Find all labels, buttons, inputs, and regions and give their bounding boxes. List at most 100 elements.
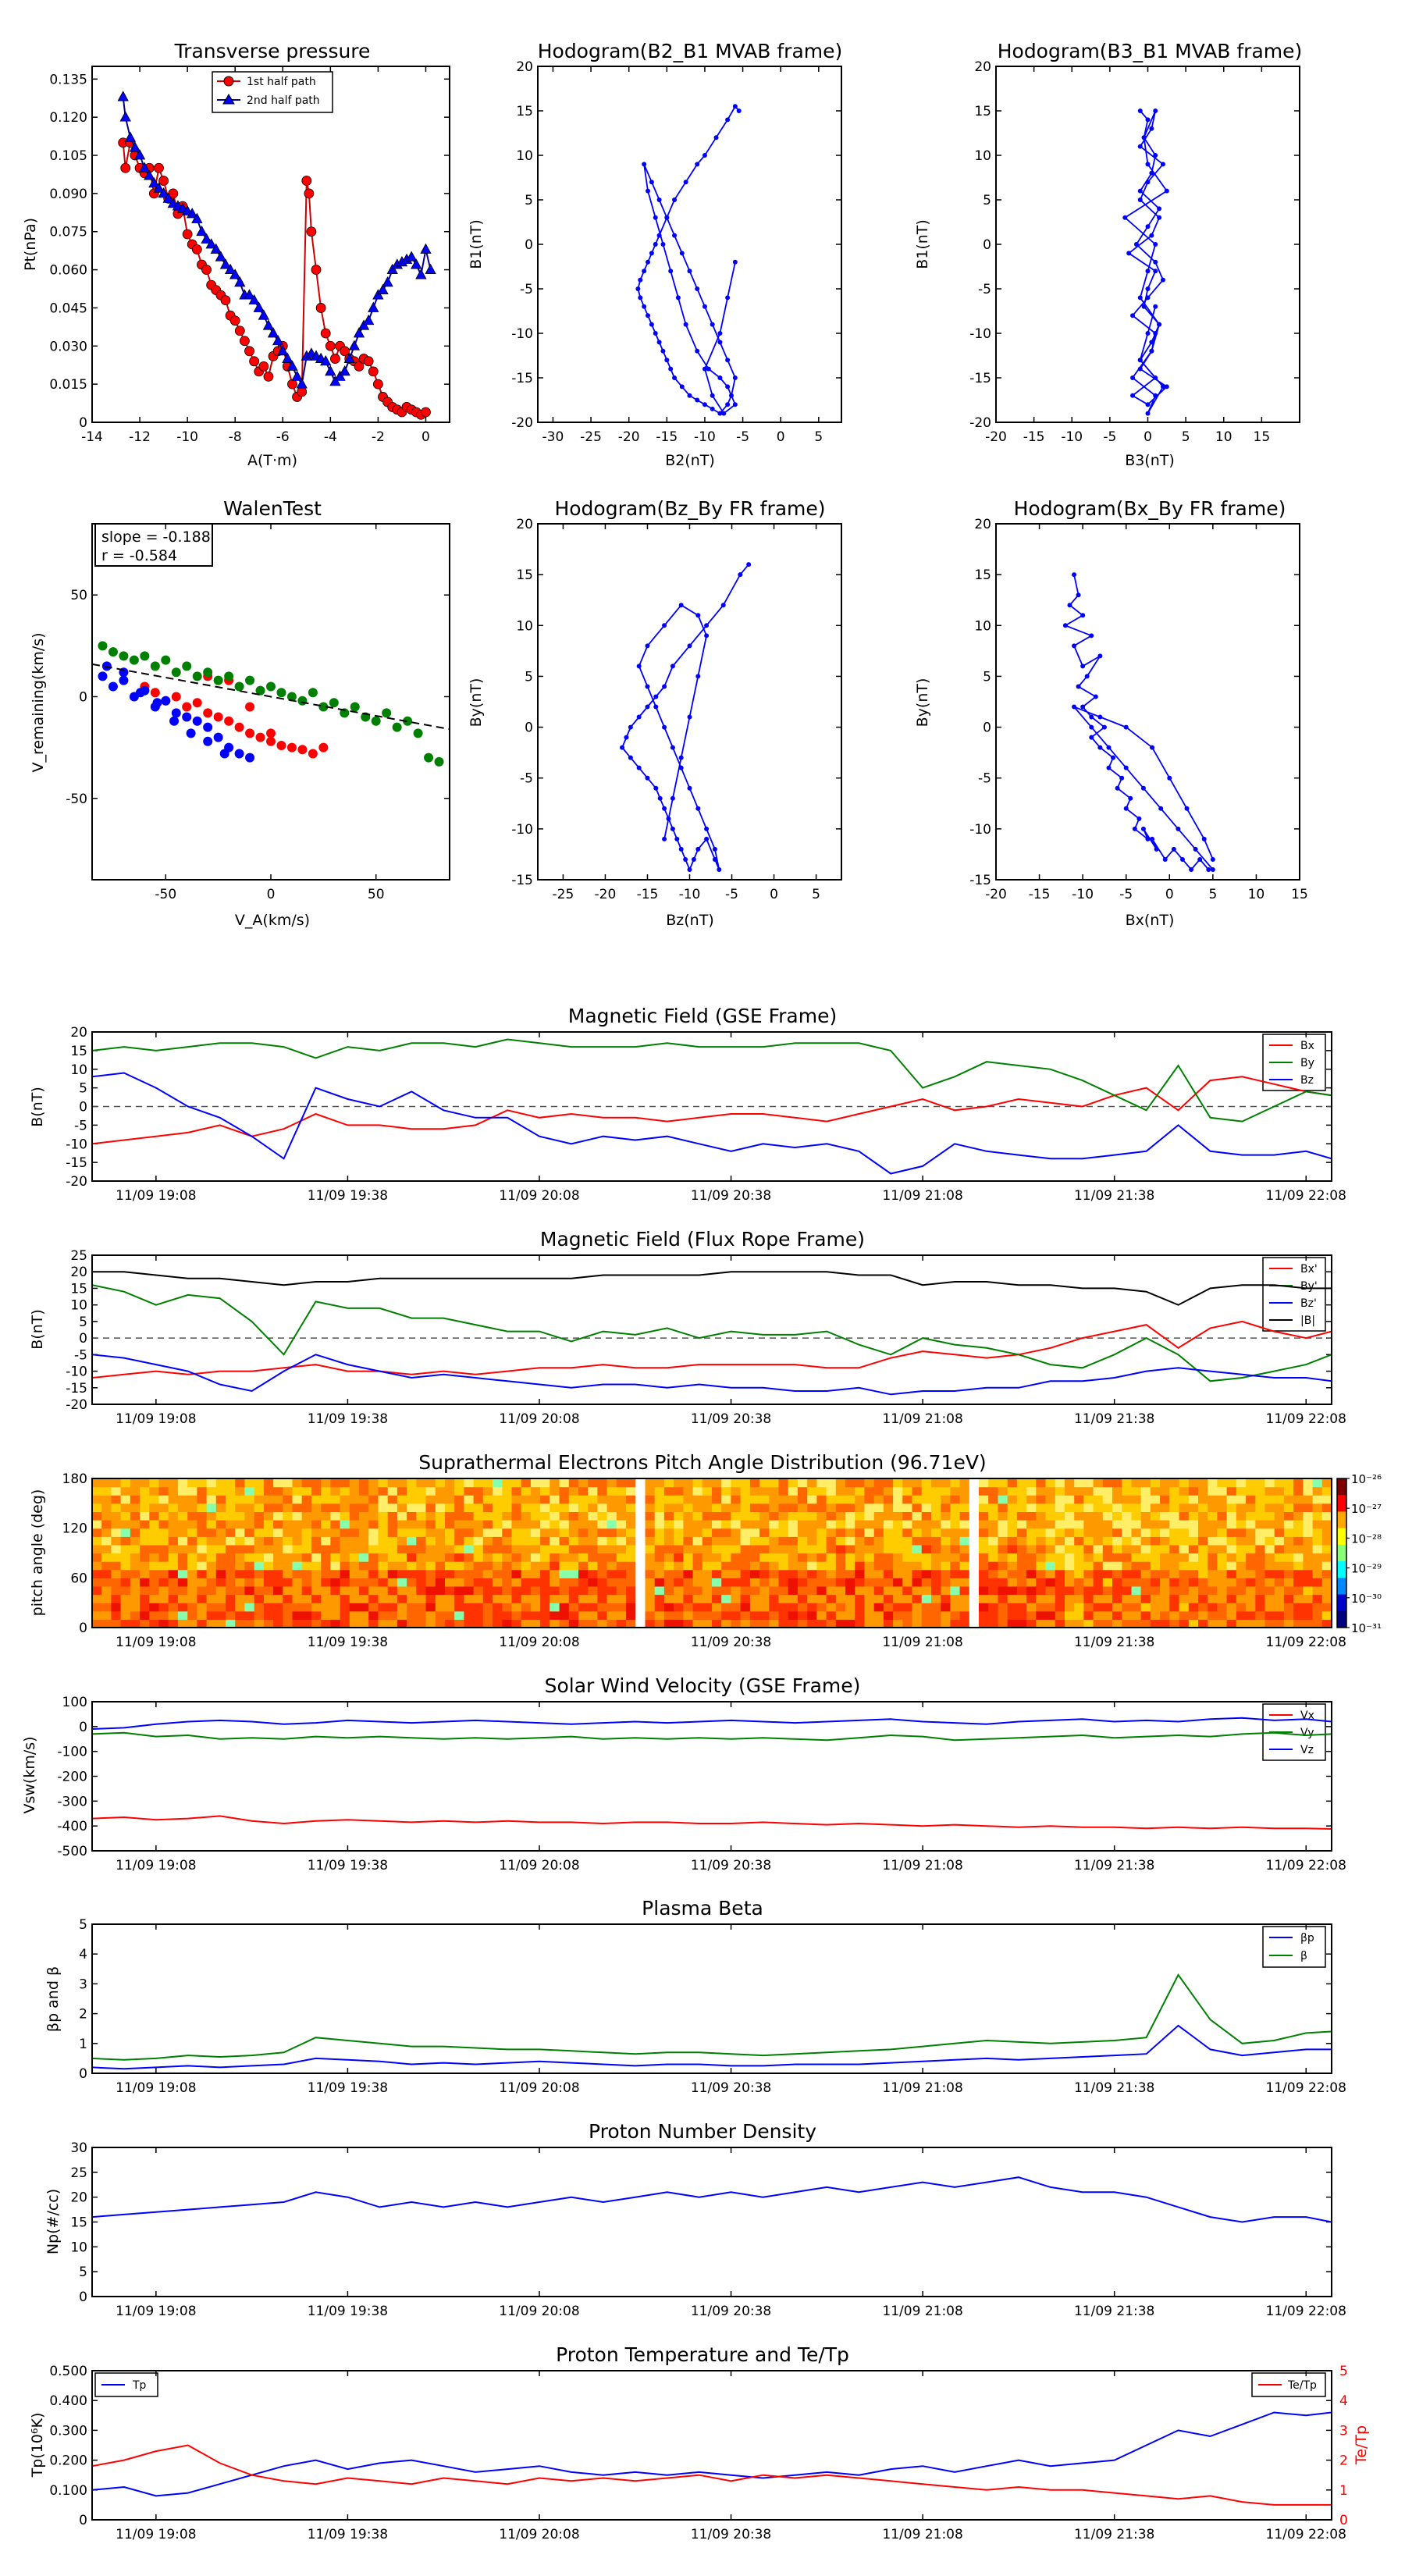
h3-ytick-label: 0 <box>525 720 533 736</box>
pad-cell <box>311 1495 322 1504</box>
pad-cell <box>330 1585 341 1596</box>
pad-cell <box>493 1503 503 1512</box>
bgse-ytick-label: 20 <box>70 1025 87 1041</box>
pad-frame <box>91 1478 1332 1628</box>
pad-cell <box>330 1553 341 1562</box>
pad-cell <box>559 1520 570 1529</box>
pad-cell <box>959 1536 970 1546</box>
pad-cell <box>321 1544 331 1554</box>
pad-cell <box>912 1603 923 1612</box>
walen-point-Vx <box>192 698 202 708</box>
walen-r-label: r = -0.584 <box>101 547 177 564</box>
pad-cell <box>425 1578 436 1587</box>
h1-ytick-label: 0 <box>525 237 533 253</box>
pad-cell <box>692 1594 703 1603</box>
pad-cell <box>197 1544 208 1554</box>
pad-cell <box>206 1536 217 1546</box>
pad-cell <box>254 1544 265 1554</box>
pad-cell <box>407 1536 417 1546</box>
pad-cell <box>1293 1511 1304 1521</box>
pad-cell <box>550 1603 560 1612</box>
pad-cell <box>1283 1610 1294 1620</box>
pad-cell <box>464 1561 475 1571</box>
pad-cell <box>1188 1594 1199 1603</box>
pad-cell <box>816 1486 827 1496</box>
pad-cell <box>1160 1511 1170 1521</box>
pad-cell <box>1045 1603 1056 1612</box>
walen-point-Vz <box>203 722 213 732</box>
pad-cell <box>244 1585 255 1596</box>
pad-cell <box>1140 1511 1151 1521</box>
pad-cell <box>845 1594 855 1603</box>
legend-tp-right: Te/Tp <box>1251 2372 1326 2397</box>
tp-right-tick-label: 5 <box>1339 2364 1348 2379</box>
pad-cell <box>1169 1578 1180 1587</box>
pad-cell <box>1198 1585 1208 1596</box>
h2-ytick-label: 5 <box>983 193 991 208</box>
pad-cell <box>311 1544 322 1554</box>
pad-cell <box>301 1578 312 1587</box>
pad-cell <box>883 1578 894 1587</box>
pad-cell <box>654 1520 665 1529</box>
bfr-ytick-label: 5 <box>79 1315 87 1330</box>
beta-xtick-label: 11/09 20:38 <box>691 2080 771 2096</box>
pad-cell <box>702 1520 713 1529</box>
h1-point <box>646 259 651 265</box>
walen-point-Vx <box>266 728 276 738</box>
h2-point <box>1130 375 1136 380</box>
pad-cell <box>788 1603 799 1612</box>
ylabel-vsw: Vsw(km/s) <box>21 1736 38 1813</box>
pad-cell <box>187 1603 197 1612</box>
pad-cell <box>606 1486 617 1496</box>
pad-cell <box>511 1486 522 1496</box>
pad-cell <box>912 1520 923 1529</box>
h1-point <box>695 397 700 403</box>
pad-cell <box>769 1495 780 1504</box>
pad-cell <box>1293 1594 1304 1603</box>
pad-cell <box>864 1569 875 1578</box>
pad-cell <box>1122 1578 1133 1587</box>
pad-cell <box>530 1578 541 1587</box>
pad-cell <box>1160 1536 1170 1546</box>
pt-xtick-label: -12 <box>129 429 151 445</box>
pad-cell <box>692 1553 703 1562</box>
pad-cell <box>559 1553 570 1562</box>
pad-cell <box>1198 1561 1208 1571</box>
pad-cell <box>1131 1478 1142 1488</box>
pad-cell <box>206 1495 217 1504</box>
pad-cell <box>864 1594 875 1603</box>
pad-cell <box>407 1495 417 1504</box>
pad-cell <box>149 1561 160 1571</box>
pad-cell <box>1255 1486 1266 1496</box>
h3-point <box>691 856 696 862</box>
pad-cell <box>674 1486 684 1496</box>
h3-ytick-label: -5 <box>520 771 533 787</box>
pad-cell <box>254 1603 265 1612</box>
pad-cell <box>120 1503 131 1512</box>
pad-cell <box>340 1553 350 1562</box>
pad-cell <box>530 1544 541 1554</box>
h2-point <box>1149 340 1154 345</box>
legend-text-1st: 1st half path <box>247 76 316 88</box>
pad-cell <box>950 1569 961 1578</box>
np-xtick-label: 11/09 21:08 <box>882 2304 962 2319</box>
h2-point <box>1145 269 1151 274</box>
pad-cell <box>988 1619 998 1628</box>
h1-point <box>660 242 666 247</box>
pad-cell <box>311 1585 322 1596</box>
pad-cell <box>378 1610 389 1620</box>
h1-series-B2B1 <box>637 105 740 415</box>
pad-cell <box>283 1569 293 1578</box>
pad-cell <box>511 1511 522 1521</box>
pad-cell <box>1293 1520 1304 1529</box>
pt-marker-1st <box>263 371 274 382</box>
pad-cell <box>883 1594 894 1603</box>
h1-xtick-label: -15 <box>656 429 678 445</box>
pad-cell <box>740 1610 751 1620</box>
pad-cell <box>464 1520 475 1529</box>
pad-cell <box>197 1594 208 1603</box>
h2-point <box>1160 277 1165 283</box>
pad-cell <box>378 1478 389 1488</box>
pad-cell <box>101 1528 112 1537</box>
pad-cell <box>101 1553 112 1562</box>
